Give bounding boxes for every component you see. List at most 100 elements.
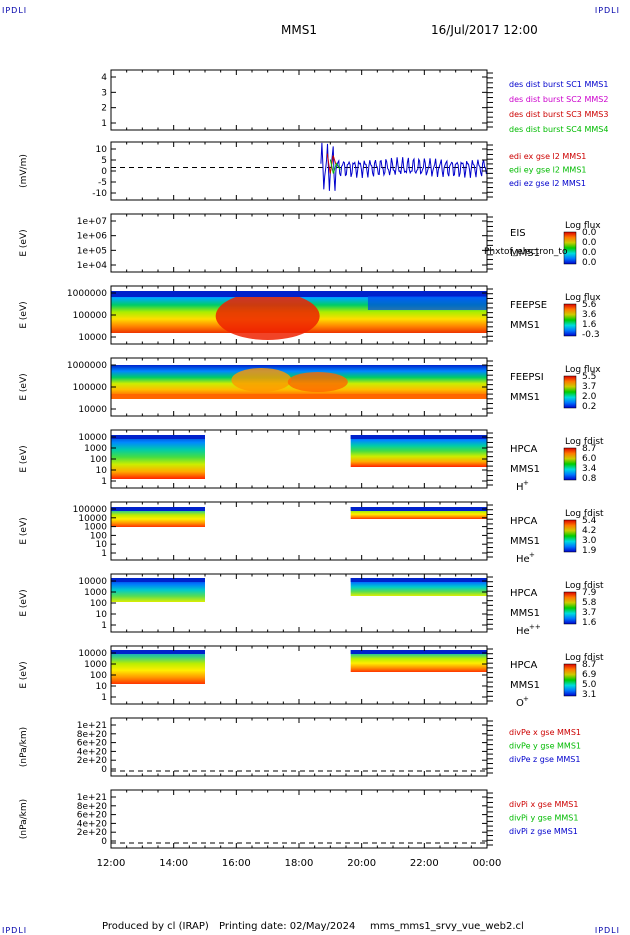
colorbar [563, 519, 577, 553]
hpca-top-band-0 [111, 435, 205, 439]
corner-label-bottom-right: IPDLI [594, 926, 620, 935]
colorbar-tick-label: 1.6 [582, 320, 597, 330]
colorbar [563, 231, 577, 265]
instrument-label: FEEPSI [510, 372, 544, 383]
y-tick-label: 1000 [84, 660, 107, 670]
spacecraft-label: MMS1 [510, 320, 540, 331]
corner-label-top-left: IPDLI [2, 6, 28, 15]
spacecraft-label: MMS1 [510, 248, 540, 259]
species-label: He [516, 626, 530, 637]
instrument-label: HPCA [510, 588, 538, 599]
y-axis-label: E (eV) [19, 661, 29, 688]
y-tick-label: 0 [101, 837, 107, 847]
y-tick-label: 10000 [78, 577, 107, 587]
overlay-label: Phxtof_electron_to [484, 247, 568, 257]
legend-entry: divPi x gse MMS1 [509, 800, 578, 809]
species-charge: + [523, 695, 529, 703]
x-tick-label: 18:00 [285, 858, 314, 869]
panel-divpi [110, 789, 493, 849]
colorbar-tick-label: 8.7 [582, 444, 596, 454]
colorbar-tick-label: 0.0 [582, 248, 597, 258]
colorbar-tick-label: 1.9 [582, 546, 597, 556]
y-tick-label: 100 [90, 531, 107, 541]
legend-entry: des dist burst SC1 MMS1 [509, 80, 608, 89]
colorbar-title: Log flux [565, 221, 601, 231]
hpca-interval-0 [111, 435, 205, 479]
y-axis-label: E (eV) [19, 229, 29, 256]
panel-hpca_hepp [110, 573, 577, 633]
panel-frame [110, 213, 488, 273]
panel-frame [110, 717, 488, 777]
footer-printing-date: Printing date: 02/May/2024 [219, 921, 356, 932]
hpca-interval-1 [350, 650, 487, 672]
legend-entry: edi ex gse l2 MMS1 [509, 152, 586, 161]
y-tick-label: 1 [101, 693, 107, 703]
corner-label-bottom-left: IPDLI [2, 926, 28, 935]
y-tick-label: 10000 [78, 433, 107, 443]
panel-hpca_o [110, 645, 577, 705]
colorbar-tick-label: 5.5 [582, 372, 596, 382]
hpca-top-band-1 [350, 507, 487, 511]
y-tick-label: 1e+21 [77, 793, 107, 803]
x-tick-label: 20:00 [347, 858, 376, 869]
y-tick-label: 1e+05 [77, 246, 107, 256]
legend-entry: divPe y gse MMS1 [509, 742, 581, 751]
colorbar-tick-label: 5.0 [582, 680, 597, 690]
y-tick-label: 4e+20 [77, 747, 108, 757]
x-tick-label: 00:00 [473, 858, 502, 869]
panel-des [110, 69, 493, 131]
y-axis-label: (nPa/km) [19, 727, 29, 767]
y-tick-label: 4e+20 [77, 819, 108, 829]
y-tick-label: 1000000 [67, 361, 107, 371]
colorbar-title: Log fdist [565, 437, 604, 447]
y-tick-label: 10 [96, 466, 108, 476]
edi-ey-trace [329, 159, 341, 174]
instrument-label: FEEPSE [510, 300, 547, 311]
datetime: 16/Jul/2017 12:00 [431, 23, 538, 37]
species-charge: ++ [529, 623, 541, 631]
y-tick-label: 1000 [84, 444, 107, 454]
y-axis-label: (nPa/km) [19, 799, 29, 839]
x-tick-label: 16:00 [222, 858, 251, 869]
y-tick-label: 1e+04 [77, 261, 108, 271]
colorbar-tick-label: 3.4 [582, 464, 597, 474]
y-tick-label: -10 [92, 189, 107, 199]
colorbar-title: Log fdist [565, 653, 604, 663]
feepse-top-band [111, 291, 487, 297]
hpca-top-band-0 [111, 650, 205, 654]
y-tick-label: 2e+20 [77, 756, 108, 766]
colorbar-tick-label: 3.0 [582, 536, 597, 546]
y-tick-label: 8e+20 [77, 730, 108, 740]
y-tick-label: 10000 [78, 333, 107, 343]
legend-entry: divPi z gse MMS1 [509, 827, 578, 836]
colorbar-tick-label: 3.1 [582, 690, 596, 700]
y-tick-label: 4 [101, 73, 107, 83]
colorbar-title: Log fdist [565, 581, 604, 591]
panel-feepsi [110, 357, 577, 417]
y-tick-label: 10000 [78, 405, 107, 415]
legend-entry: des dist burst SC3 MMS3 [509, 110, 608, 119]
panel-divpe [110, 717, 493, 777]
colorbar-title: Log flux [565, 365, 601, 375]
x-tick-label: 12:00 [97, 858, 126, 869]
hpca-interval-0 [111, 650, 205, 684]
hpca-top-band-1 [350, 435, 487, 439]
colorbar-tick-label: 0.2 [582, 402, 596, 412]
y-axis-label: E (eV) [19, 301, 29, 328]
instrument-label: HPCA [510, 516, 538, 527]
y-tick-label: 1 [101, 549, 107, 559]
feepse-high-flux [215, 292, 320, 340]
y-tick-label: 2e+20 [77, 828, 108, 838]
colorbar-tick-label: -0.3 [582, 330, 600, 340]
y-tick-label: 1e+21 [77, 721, 107, 731]
colorbar-title: Log fdist [565, 509, 604, 519]
colorbar-tick-label: 1.6 [582, 618, 597, 628]
panel-eis [110, 213, 577, 273]
y-tick-label: 10000 [78, 514, 107, 524]
colorbar-tick-label: 4.2 [582, 526, 596, 536]
legend-entry: edi ez gse l2 MMS1 [509, 179, 586, 188]
y-tick-label: 10 [96, 610, 108, 620]
colorbar-tick-label: 3.7 [582, 382, 596, 392]
species-label: O [516, 698, 524, 709]
